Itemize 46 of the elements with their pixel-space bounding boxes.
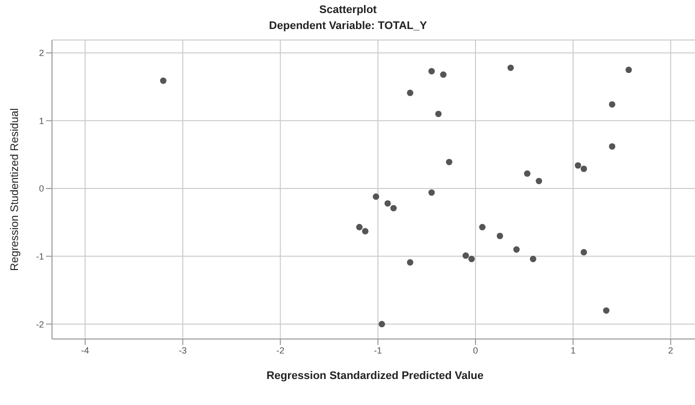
- y-tick-label: 2: [38, 48, 44, 58]
- point: [446, 158, 452, 166]
- point: [428, 189, 435, 196]
- point: [513, 246, 520, 253]
- point: [362, 228, 368, 234]
- point: [356, 224, 363, 230]
- chart-title: Scatterplot: [318, 4, 378, 16]
- point: [507, 64, 514, 71]
- point: [603, 307, 610, 314]
- x-tick-label: -1: [374, 345, 382, 356]
- x-tick-label: 1: [570, 345, 576, 356]
- point: [530, 256, 536, 262]
- point: [626, 66, 632, 74]
- point: [406, 259, 414, 266]
- y-tick-label: -2: [36, 319, 44, 330]
- point: [479, 224, 486, 230]
- y-tick-label: 0: [38, 184, 44, 194]
- point: [378, 320, 386, 328]
- point: [390, 204, 397, 212]
- point: [524, 170, 530, 177]
- x-tick-label: -2: [276, 345, 284, 356]
- y-tick-label: -1: [36, 251, 44, 262]
- point: [468, 256, 475, 262]
- point: [160, 77, 166, 84]
- point: [496, 232, 504, 240]
- point: [462, 252, 469, 259]
- point: [435, 110, 442, 118]
- point: [580, 166, 588, 172]
- x-tick-label: -3: [178, 345, 187, 356]
- point: [574, 162, 582, 169]
- point: [428, 68, 435, 74]
- point: [608, 101, 616, 108]
- x-axis-title: Regression Standardized Predicted Value: [266, 370, 484, 382]
- chart-subtitle: Dependent Variable: TOTAL_Y: [268, 20, 428, 32]
- point: [440, 71, 447, 78]
- point: [608, 143, 616, 150]
- point: [406, 90, 414, 96]
- y-axis-title: Regression Studentized Residual: [8, 108, 21, 271]
- x-tick-label: 0: [473, 345, 478, 356]
- point: [372, 193, 380, 200]
- x-tick-label: -4: [81, 345, 90, 356]
- point: [580, 249, 588, 256]
- point: [384, 200, 391, 207]
- y-tick-label: 1: [38, 116, 44, 126]
- x-tick-label: 2: [668, 345, 674, 356]
- point: [536, 178, 542, 184]
